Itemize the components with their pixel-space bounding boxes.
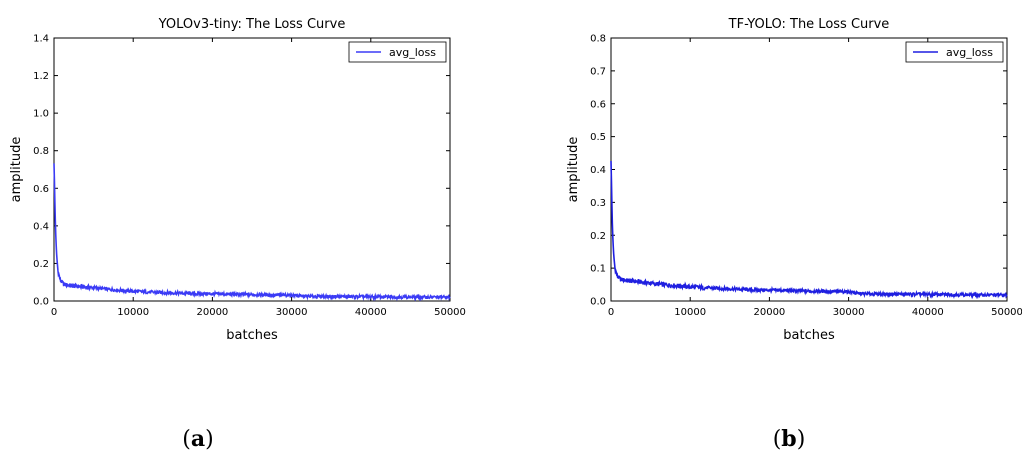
y-tick-label: 0.0 bbox=[590, 297, 606, 308]
legend-box bbox=[905, 41, 1004, 63]
x-tick-label: 30000 bbox=[833, 307, 865, 318]
y-tick-label: 0.6 bbox=[33, 184, 49, 195]
x-tick-label: 0 bbox=[51, 307, 57, 318]
x-tick-label: 30000 bbox=[276, 307, 308, 318]
x-tick-label: 20000 bbox=[196, 307, 228, 318]
panel-label-a: (a) bbox=[182, 426, 214, 452]
y-tick-label: 0.1 bbox=[590, 264, 606, 275]
x-tick-label: 50000 bbox=[991, 307, 1022, 318]
plot-area-frame bbox=[53, 37, 451, 302]
chart-title: TF-YOLO: The Loss Curve bbox=[728, 17, 890, 32]
y-axis-label: amplitude bbox=[566, 137, 581, 203]
series-line-avg_loss bbox=[53, 163, 451, 302]
x-tick-label: 40000 bbox=[355, 307, 387, 318]
legend-label: avg_loss bbox=[946, 46, 993, 59]
x-tick-label: 20000 bbox=[753, 307, 785, 318]
y-tick-label: 0.7 bbox=[590, 66, 606, 77]
y-tick-label: 0.8 bbox=[33, 146, 49, 157]
y-tick-label: 1.4 bbox=[33, 34, 49, 45]
chart-title: YOLOv3-tiny: The Loss Curve bbox=[158, 17, 346, 32]
x-axis-label: batches bbox=[226, 328, 278, 343]
y-tick-label: 0.4 bbox=[33, 221, 49, 232]
y-tick-label: 0.5 bbox=[590, 132, 606, 143]
y-tick-label: 1.0 bbox=[33, 109, 49, 120]
loss-chart-b: TF-YOLO: The Loss Curve 0.0 0.1 0.2 0.3 0.4 0.… bbox=[566, 17, 1022, 343]
series-line-avg_loss bbox=[610, 161, 1008, 300]
x-axis-label: batches bbox=[783, 328, 835, 343]
x-tick-label: 10000 bbox=[674, 307, 706, 318]
plot-area-frame bbox=[610, 37, 1008, 302]
y-tick-label: 1.2 bbox=[33, 71, 49, 82]
x-tick-label: 0 bbox=[608, 307, 614, 318]
y-tick-label: 0.0 bbox=[33, 297, 49, 308]
y-tick-label: 0.8 bbox=[590, 34, 606, 45]
x-tick-label: 40000 bbox=[912, 307, 944, 318]
y-tick-label: 0.6 bbox=[590, 99, 606, 110]
legend-label: avg_loss bbox=[389, 46, 436, 59]
legend-box bbox=[348, 41, 447, 63]
panel-label-b: (b) bbox=[772, 426, 806, 452]
chart-panel-b: TF-YOLO: The Loss Curve 0.0 0.1 0.2 0.3 0.4 0.… bbox=[511, 0, 1022, 465]
x-tick-label: 10000 bbox=[117, 307, 149, 318]
chart-panel-a: YOLOv3-tiny: The Loss Curve 0.0 0.2 0.4 0.6 0… bbox=[0, 0, 511, 465]
y-tick-label: 0.2 bbox=[33, 259, 49, 270]
y-tick-label: 0.4 bbox=[590, 165, 606, 176]
y-tick-label: 0.2 bbox=[590, 231, 606, 242]
y-tick-label: 0.3 bbox=[590, 198, 606, 209]
x-tick-label: 50000 bbox=[434, 307, 466, 318]
y-axis-label: amplitude bbox=[9, 137, 24, 203]
loss-chart-a: YOLOv3-tiny: The Loss Curve 0.0 0.2 0.4 0.6 0… bbox=[9, 17, 466, 343]
